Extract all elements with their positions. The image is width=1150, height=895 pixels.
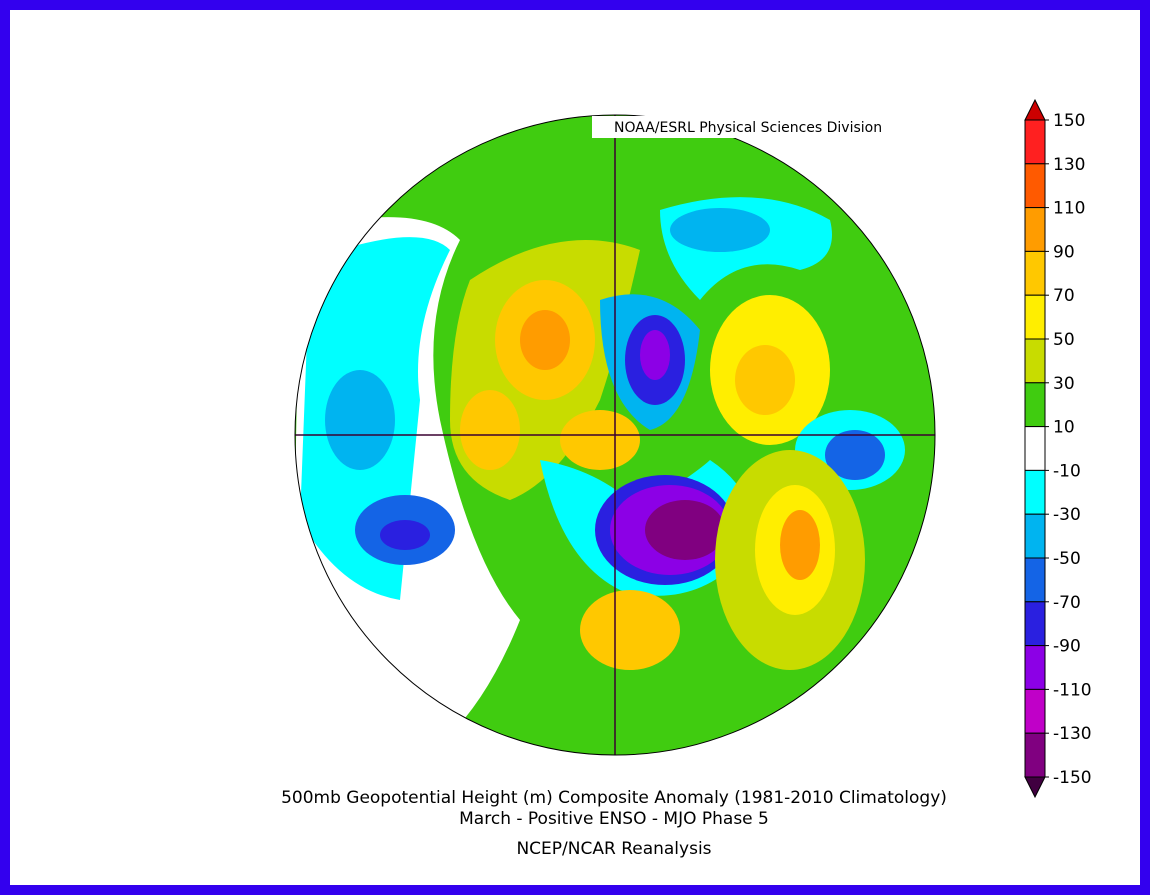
anomaly-region xyxy=(825,430,885,480)
colorbar-tick-label: -110 xyxy=(1053,680,1092,700)
colorbar-tick-label: 110 xyxy=(1053,199,1085,219)
colorbar-tick-label: -90 xyxy=(1053,637,1081,657)
colorbar-swatch xyxy=(1024,601,1046,647)
map-title: 500mb Geopotential Height (m) Composite … xyxy=(281,788,947,808)
map-source: NCEP/NCAR Reanalysis xyxy=(516,839,711,859)
colorbar-swatch xyxy=(1024,294,1046,340)
colorbar-tick-label: -10 xyxy=(1053,461,1081,481)
anomaly-region xyxy=(560,410,640,470)
credit-box xyxy=(592,116,912,138)
colorbar-tick-label: 50 xyxy=(1053,330,1075,350)
colorbar-swatch xyxy=(1024,645,1046,690)
colorbar-tick-label: 10 xyxy=(1053,418,1075,438)
anomaly-region xyxy=(380,520,430,550)
anomaly-region xyxy=(460,390,520,470)
anomaly-region xyxy=(580,590,680,670)
colorbar-swatch xyxy=(1024,163,1046,209)
colorbar-swatch xyxy=(1024,732,1046,778)
anomaly-region xyxy=(520,310,570,370)
colorbar: 150 130 110 90 70 50 30 10 -10 -30 -50 -70 -90 -110 -1… xyxy=(1024,98,1092,799)
colorbar-tick-label: -70 xyxy=(1053,593,1081,613)
colorbar-swatch xyxy=(1024,426,1046,471)
colorbar-swatch xyxy=(1024,338,1046,384)
colorbar-swatch xyxy=(1024,250,1046,296)
colorbar-tick-label: 150 xyxy=(1053,111,1085,131)
colorbar-tick-label: 90 xyxy=(1053,242,1075,262)
map-subtitle: March - Positive ENSO - MJO Phase 5 xyxy=(459,809,769,829)
anomaly-region xyxy=(640,330,670,380)
colorbar-swatch xyxy=(1024,119,1046,165)
colorbar-swatch xyxy=(1024,513,1046,559)
colorbar-swatch xyxy=(1024,688,1046,734)
credit: NOAA/ESRL Physical Sciences Division xyxy=(614,120,882,136)
colorbar-swatch xyxy=(1024,382,1046,428)
colorbar-swatch xyxy=(1024,469,1046,515)
anomaly-region xyxy=(645,500,725,560)
anomaly-region xyxy=(735,345,795,415)
colorbar-tick-label: -130 xyxy=(1053,724,1092,744)
anomaly-region xyxy=(670,208,770,252)
anomaly-region xyxy=(325,370,395,470)
colorbar-tick-label: -30 xyxy=(1053,505,1081,525)
colorbar-swatch xyxy=(1024,207,1046,252)
anomaly-region xyxy=(780,510,820,580)
colorbar-tick-label: 70 xyxy=(1053,286,1075,306)
colorbar-tick-label: 130 xyxy=(1053,155,1085,175)
colorbar-tick-label: -50 xyxy=(1053,549,1081,569)
colorbar-tick-label: -150 xyxy=(1053,768,1092,788)
colorbar-swatch xyxy=(1024,557,1046,603)
map-border xyxy=(294,114,936,756)
colorbar-tick-label: 30 xyxy=(1053,374,1075,394)
